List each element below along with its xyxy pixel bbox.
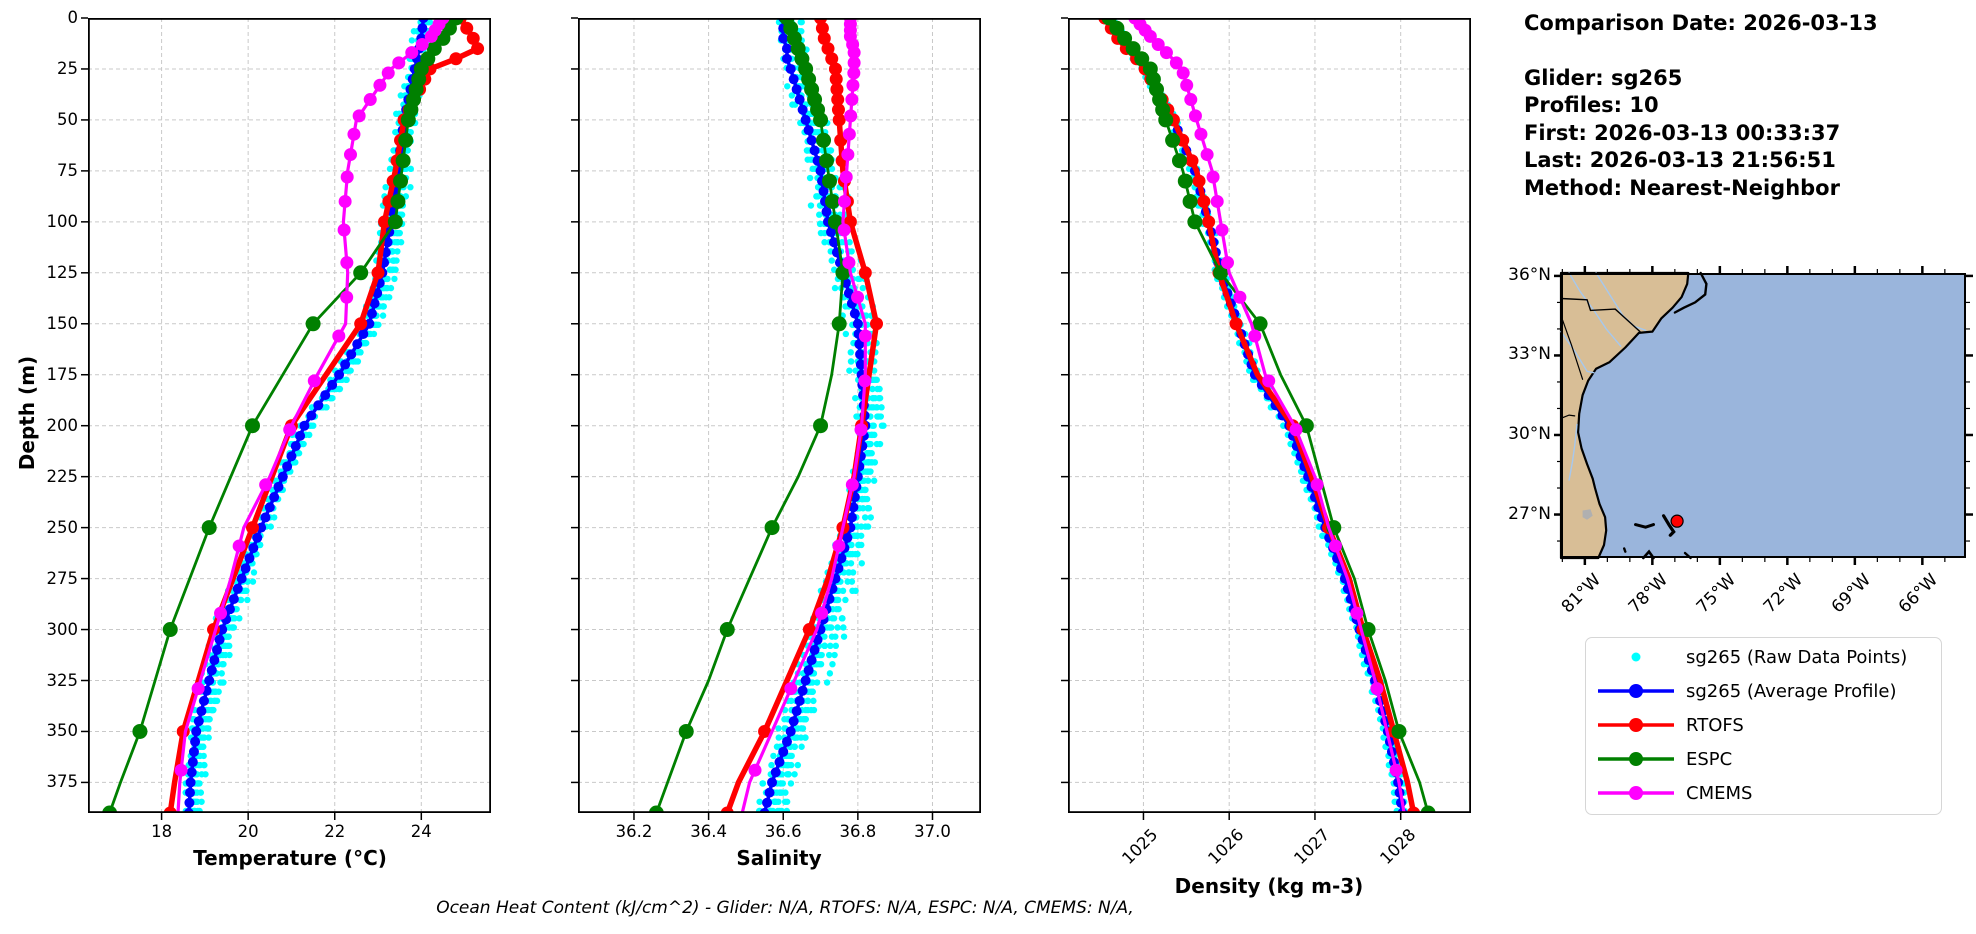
x-tick-label: 20 <box>237 822 259 841</box>
y-tick-label: 375 <box>46 772 79 792</box>
temperature-axis-title: Temperature (°C) <box>193 846 387 870</box>
legend-item-label: CMEMS <box>1686 782 1753 804</box>
legend-item-label: RTOFS <box>1686 714 1744 736</box>
map-lon-tick-label: 78°W <box>1625 570 1673 618</box>
legend-line-marker-icon <box>1598 752 1674 766</box>
y-tick-label: 300 <box>46 619 79 639</box>
map-lon-tick-label: 69°W <box>1827 570 1876 618</box>
salinity-plot <box>571 17 982 820</box>
x-tick-label: 36.8 <box>839 822 877 841</box>
glider-id: Glider: sg265 <box>1524 65 1683 90</box>
legend-item: sg265 (Average Profile) <box>1586 674 1941 708</box>
y-tick-label: 350 <box>46 721 79 741</box>
x-tick-label: 36.2 <box>615 822 653 841</box>
legend-item-label: sg265 (Raw Data Points) <box>1686 646 1908 668</box>
y-tick-label: 150 <box>46 313 79 333</box>
x-tick-label: 1028 <box>1376 825 1420 869</box>
ocean-heat-content-note: Ocean Heat Content (kJ/cm^2) - Glider: N… <box>436 898 1134 918</box>
y-tick-label: 175 <box>46 364 79 384</box>
comparison-info-block: Comparison Date: 2026-03-13 Glider: sg26… <box>1524 10 1878 202</box>
x-tick-label: 1026 <box>1204 825 1248 869</box>
x-tick-label: 1027 <box>1290 825 1334 869</box>
y-tick-label: 0 <box>67 8 79 27</box>
x-tick-label: 1025 <box>1118 825 1162 869</box>
y-tick-label: 225 <box>46 466 79 486</box>
x-tick-label: 37.0 <box>914 822 951 841</box>
first-profile-time: First: 2026-03-13 00:33:37 <box>1524 120 1841 145</box>
y-tick-label: 125 <box>46 262 79 282</box>
x-tick-label: 24 <box>410 822 432 841</box>
map-lon-tick-label: 75°W <box>1692 570 1741 618</box>
last-profile-time: Last: 2026-03-13 21:56:51 <box>1524 148 1836 172</box>
legend-item: ESPC <box>1586 742 1941 776</box>
salinity-axis-title: Salinity <box>736 846 822 870</box>
x-tick-label: 22 <box>324 822 346 841</box>
profiles-count: Profiles: 10 <box>1524 93 1659 117</box>
map-lon-tick-label: 81°W <box>1557 570 1606 618</box>
y-tick-label: 100 <box>46 211 79 231</box>
legend-dot-marker-icon <box>1631 652 1641 662</box>
y-tick-label: 275 <box>46 568 79 588</box>
y-tick-label: 75 <box>57 160 78 180</box>
map-lon-tick-label: 66°W <box>1895 570 1943 618</box>
legend-item: RTOFS <box>1586 708 1941 742</box>
density-axis-title: Density (kg m-3) <box>1174 874 1364 898</box>
density-plot <box>1061 17 1472 820</box>
legend-item: CMEMS <box>1586 776 1941 810</box>
y-tick-label: 50 <box>57 109 78 129</box>
legend-line-marker-icon <box>1598 684 1674 698</box>
map-lat-tick-label: 33°N <box>1508 344 1551 365</box>
y-tick-label: 200 <box>46 415 79 435</box>
map-lat-tick-label: 27°N <box>1508 503 1551 524</box>
legend-item: sg265 (Raw Data Points) <box>1586 640 1941 674</box>
map-lat-tick-label: 30°N <box>1508 423 1551 444</box>
comparison-date: Comparison Date: 2026-03-13 <box>1524 11 1878 35</box>
glider-position-marker <box>1670 514 1684 528</box>
temperature-plot <box>81 17 492 820</box>
legend-item-label: ESPC <box>1686 748 1733 770</box>
y-tick-label: 325 <box>46 670 79 690</box>
location-map-inset <box>1554 266 1973 565</box>
legend-line-marker-icon <box>1598 718 1674 732</box>
x-tick-label: 18 <box>151 822 173 841</box>
legend-line-marker-icon <box>1598 786 1674 800</box>
y-tick-label: 25 <box>57 58 78 78</box>
map-lat-tick-label: 36°N <box>1508 264 1551 285</box>
map-lon-tick-label: 72°W <box>1760 570 1808 618</box>
x-tick-label: 36.6 <box>764 822 802 841</box>
legend-item-label: sg265 (Average Profile) <box>1686 680 1897 702</box>
method: Method: Nearest-Neighbor <box>1524 175 1840 200</box>
x-tick-label: 36.4 <box>690 822 727 841</box>
y-tick-label: 250 <box>46 517 79 537</box>
legend: sg265 (Raw Data Points) sg265 (Average Pr… <box>1585 637 1942 815</box>
